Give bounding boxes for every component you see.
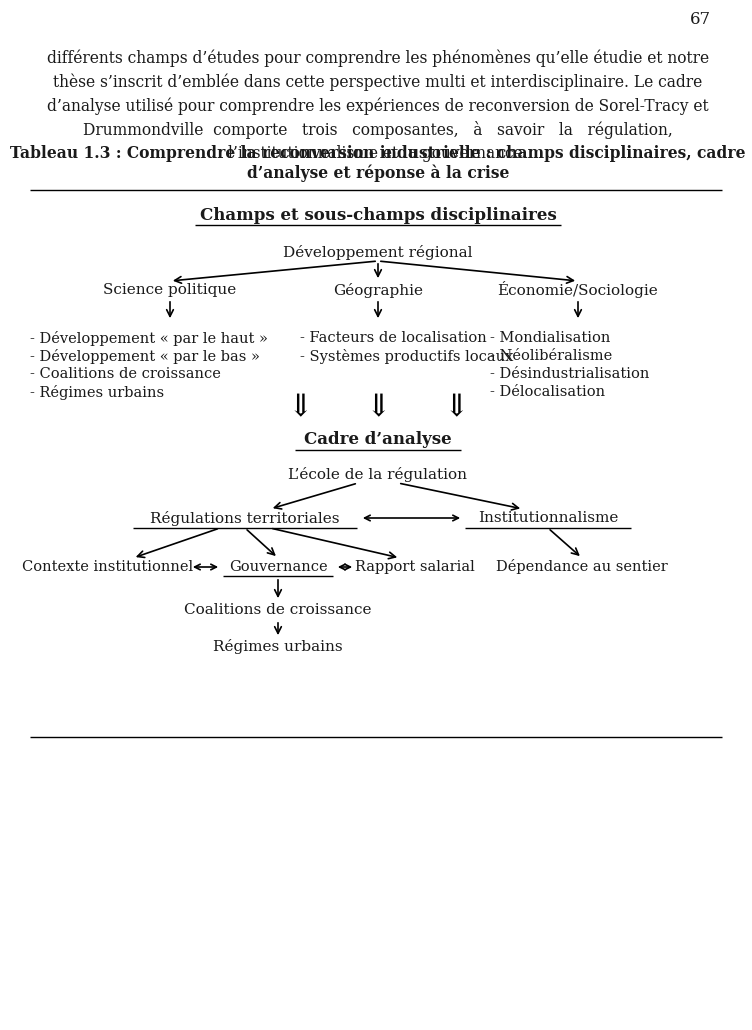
Text: Économie/Sociologie: Économie/Sociologie [498,281,658,299]
Text: Cadre d’analyse: Cadre d’analyse [305,432,452,448]
Text: ⇓: ⇓ [287,392,313,423]
Text: ⇓: ⇓ [365,392,391,423]
Text: Régulations territoriales: Régulations territoriales [150,511,340,525]
Text: 67: 67 [690,11,711,29]
Text: - Facteurs de localisation: - Facteurs de localisation [300,331,487,345]
Text: Gouvernance: Gouvernance [229,560,327,574]
Text: - Développement « par le haut »: - Développement « par le haut » [30,331,268,345]
Text: Champs et sous-champs disciplinaires: Champs et sous-champs disciplinaires [199,206,556,224]
Text: l’institutionnalisme et la gouvernance.: l’institutionnalisme et la gouvernance. [228,145,528,163]
Text: Développement régional: Développement régional [284,244,473,260]
Text: Tableau 1.3 : Comprendre la reconversion industrielle : champs disciplinaires, c: Tableau 1.3 : Comprendre la reconversion… [11,144,746,162]
Text: - Coalitions de croissance: - Coalitions de croissance [30,367,221,381]
Text: - Désindustrialisation: - Désindustrialisation [490,367,650,381]
Text: thèse s’inscrit d’emblée dans cette perspective multi et interdisciplinaire. Le : thèse s’inscrit d’emblée dans cette pers… [53,73,702,91]
Text: - Délocalisation: - Délocalisation [490,385,605,399]
Text: Régimes urbains: Régimes urbains [213,640,343,654]
Text: d’analyse et réponse à la crise: d’analyse et réponse à la crise [247,164,509,181]
Text: Drummondville  comporte   trois   composantes,   à   savoir   la   régulation,: Drummondville comporte trois composantes… [83,121,673,139]
Text: - Mondialisation: - Mondialisation [490,331,611,345]
Text: d’analyse utilisé pour comprendre les expériences de reconversion de Sorel-Tracy: d’analyse utilisé pour comprendre les ex… [47,97,709,114]
Text: Science politique: Science politique [103,283,237,297]
Text: - Développement « par le bas »: - Développement « par le bas » [30,348,260,364]
Text: - Néolibéralisme: - Néolibéralisme [490,349,612,363]
Text: Contexte institutionnel: Contexte institutionnel [23,560,193,574]
Text: - Systèmes productifs locaux: - Systèmes productifs locaux [300,348,514,364]
Text: Rapport salarial: Rapport salarial [355,560,475,574]
Text: L’école de la régulation: L’école de la régulation [289,467,468,481]
Text: - Régimes urbains: - Régimes urbains [30,384,164,400]
Text: Coalitions de croissance: Coalitions de croissance [184,603,371,617]
Text: ⇓: ⇓ [443,392,468,423]
Text: Institutionnalisme: Institutionnalisme [478,511,618,525]
Text: différents champs d’études pour comprendre les phénomènes qu’elle étudie et notr: différents champs d’études pour comprend… [47,49,709,67]
Text: Dépendance au sentier: Dépendance au sentier [496,559,668,575]
Text: Géographie: Géographie [333,282,423,298]
